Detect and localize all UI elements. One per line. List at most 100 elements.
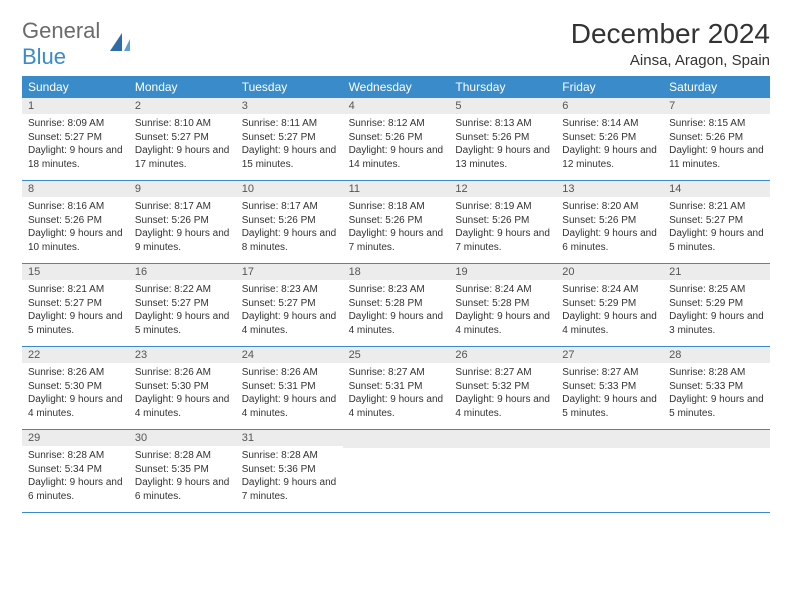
daylight-text: Daylight: 9 hours and 3 minutes. xyxy=(669,310,764,337)
day-header: Tuesday xyxy=(236,76,343,98)
day-cell: 26Sunrise: 8:27 AMSunset: 5:32 PMDayligh… xyxy=(449,347,556,429)
sunset-text: Sunset: 5:26 PM xyxy=(455,131,550,145)
day-number: 27 xyxy=(556,347,663,363)
daylight-text: Daylight: 9 hours and 6 minutes. xyxy=(28,476,123,503)
day-number: 12 xyxy=(449,181,556,197)
sunset-text: Sunset: 5:28 PM xyxy=(349,297,444,311)
day-header: Monday xyxy=(129,76,236,98)
daylight-text: Daylight: 9 hours and 5 minutes. xyxy=(135,310,230,337)
day-cell: 16Sunrise: 8:22 AMSunset: 5:27 PMDayligh… xyxy=(129,264,236,346)
day-body: Sunrise: 8:21 AMSunset: 5:27 PMDaylight:… xyxy=(663,197,770,260)
sunset-text: Sunset: 5:26 PM xyxy=(28,214,123,228)
day-body: Sunrise: 8:16 AMSunset: 5:26 PMDaylight:… xyxy=(22,197,129,260)
day-number: 7 xyxy=(663,98,770,114)
day-cell: 5Sunrise: 8:13 AMSunset: 5:26 PMDaylight… xyxy=(449,98,556,180)
sunset-text: Sunset: 5:29 PM xyxy=(562,297,657,311)
logo: General Blue xyxy=(22,18,134,70)
logo-text-blue: Blue xyxy=(22,44,66,69)
sunset-text: Sunset: 5:27 PM xyxy=(28,297,123,311)
daylight-text: Daylight: 9 hours and 4 minutes. xyxy=(455,310,550,337)
day-body: Sunrise: 8:24 AMSunset: 5:28 PMDaylight:… xyxy=(449,280,556,343)
daylight-text: Daylight: 9 hours and 4 minutes. xyxy=(562,310,657,337)
day-cell: 2Sunrise: 8:10 AMSunset: 5:27 PMDaylight… xyxy=(129,98,236,180)
sunrise-text: Sunrise: 8:16 AM xyxy=(28,200,123,214)
day-number: 11 xyxy=(343,181,450,197)
daylight-text: Daylight: 9 hours and 4 minutes. xyxy=(455,393,550,420)
empty-day-number xyxy=(556,430,663,448)
sunset-text: Sunset: 5:27 PM xyxy=(242,297,337,311)
day-cell: 21Sunrise: 8:25 AMSunset: 5:29 PMDayligh… xyxy=(663,264,770,346)
sunset-text: Sunset: 5:26 PM xyxy=(349,131,444,145)
daylight-text: Daylight: 9 hours and 4 minutes. xyxy=(242,310,337,337)
daylight-text: Daylight: 9 hours and 4 minutes. xyxy=(28,393,123,420)
day-header: Thursday xyxy=(449,76,556,98)
sunrise-text: Sunrise: 8:25 AM xyxy=(669,283,764,297)
day-cell: 28Sunrise: 8:28 AMSunset: 5:33 PMDayligh… xyxy=(663,347,770,429)
day-cell: 11Sunrise: 8:18 AMSunset: 5:26 PMDayligh… xyxy=(343,181,450,263)
sunrise-text: Sunrise: 8:26 AM xyxy=(135,366,230,380)
sunrise-text: Sunrise: 8:28 AM xyxy=(242,449,337,463)
day-number: 4 xyxy=(343,98,450,114)
day-number: 26 xyxy=(449,347,556,363)
week-row: 8Sunrise: 8:16 AMSunset: 5:26 PMDaylight… xyxy=(22,181,770,264)
day-cell: 6Sunrise: 8:14 AMSunset: 5:26 PMDaylight… xyxy=(556,98,663,180)
daylight-text: Daylight: 9 hours and 18 minutes. xyxy=(28,144,123,171)
day-body: Sunrise: 8:12 AMSunset: 5:26 PMDaylight:… xyxy=(343,114,450,177)
day-cell: 12Sunrise: 8:19 AMSunset: 5:26 PMDayligh… xyxy=(449,181,556,263)
day-cell: 29Sunrise: 8:28 AMSunset: 5:34 PMDayligh… xyxy=(22,430,129,512)
daylight-text: Daylight: 9 hours and 7 minutes. xyxy=(242,476,337,503)
day-number: 18 xyxy=(343,264,450,280)
day-body: Sunrise: 8:26 AMSunset: 5:30 PMDaylight:… xyxy=(129,363,236,426)
day-number: 19 xyxy=(449,264,556,280)
sunset-text: Sunset: 5:30 PM xyxy=(135,380,230,394)
daylight-text: Daylight: 9 hours and 6 minutes. xyxy=(562,227,657,254)
sunrise-text: Sunrise: 8:15 AM xyxy=(669,117,764,131)
sunset-text: Sunset: 5:29 PM xyxy=(669,297,764,311)
sunrise-text: Sunrise: 8:23 AM xyxy=(242,283,337,297)
daylight-text: Daylight: 9 hours and 8 minutes. xyxy=(242,227,337,254)
sunrise-text: Sunrise: 8:20 AM xyxy=(562,200,657,214)
day-cell: 13Sunrise: 8:20 AMSunset: 5:26 PMDayligh… xyxy=(556,181,663,263)
day-body: Sunrise: 8:14 AMSunset: 5:26 PMDaylight:… xyxy=(556,114,663,177)
sail-icon xyxy=(106,29,134,60)
day-body: Sunrise: 8:24 AMSunset: 5:29 PMDaylight:… xyxy=(556,280,663,343)
empty-day-number xyxy=(343,430,450,448)
day-header: Sunday xyxy=(22,76,129,98)
day-cell: 30Sunrise: 8:28 AMSunset: 5:35 PMDayligh… xyxy=(129,430,236,512)
day-body: Sunrise: 8:17 AMSunset: 5:26 PMDaylight:… xyxy=(129,197,236,260)
sunset-text: Sunset: 5:32 PM xyxy=(455,380,550,394)
day-body: Sunrise: 8:25 AMSunset: 5:29 PMDaylight:… xyxy=(663,280,770,343)
sunrise-text: Sunrise: 8:12 AM xyxy=(349,117,444,131)
sunset-text: Sunset: 5:26 PM xyxy=(669,131,764,145)
day-number: 30 xyxy=(129,430,236,446)
sunrise-text: Sunrise: 8:14 AM xyxy=(562,117,657,131)
sunrise-text: Sunrise: 8:18 AM xyxy=(349,200,444,214)
day-body: Sunrise: 8:13 AMSunset: 5:26 PMDaylight:… xyxy=(449,114,556,177)
sunrise-text: Sunrise: 8:24 AM xyxy=(562,283,657,297)
daylight-text: Daylight: 9 hours and 13 minutes. xyxy=(455,144,550,171)
daylight-text: Daylight: 9 hours and 4 minutes. xyxy=(135,393,230,420)
day-body: Sunrise: 8:22 AMSunset: 5:27 PMDaylight:… xyxy=(129,280,236,343)
sunrise-text: Sunrise: 8:11 AM xyxy=(242,117,337,131)
sunrise-text: Sunrise: 8:13 AM xyxy=(455,117,550,131)
day-number: 6 xyxy=(556,98,663,114)
day-body: Sunrise: 8:10 AMSunset: 5:27 PMDaylight:… xyxy=(129,114,236,177)
daylight-text: Daylight: 9 hours and 14 minutes. xyxy=(349,144,444,171)
sunrise-text: Sunrise: 8:26 AM xyxy=(28,366,123,380)
logo-text-general: General xyxy=(22,18,100,43)
day-number: 23 xyxy=(129,347,236,363)
day-body: Sunrise: 8:18 AMSunset: 5:26 PMDaylight:… xyxy=(343,197,450,260)
day-number: 9 xyxy=(129,181,236,197)
day-number: 2 xyxy=(129,98,236,114)
daylight-text: Daylight: 9 hours and 4 minutes. xyxy=(242,393,337,420)
day-body: Sunrise: 8:19 AMSunset: 5:26 PMDaylight:… xyxy=(449,197,556,260)
day-number: 21 xyxy=(663,264,770,280)
day-cell xyxy=(343,430,450,512)
day-cell: 1Sunrise: 8:09 AMSunset: 5:27 PMDaylight… xyxy=(22,98,129,180)
day-body: Sunrise: 8:20 AMSunset: 5:26 PMDaylight:… xyxy=(556,197,663,260)
day-body: Sunrise: 8:15 AMSunset: 5:26 PMDaylight:… xyxy=(663,114,770,177)
daylight-text: Daylight: 9 hours and 5 minutes. xyxy=(669,393,764,420)
day-body: Sunrise: 8:17 AMSunset: 5:26 PMDaylight:… xyxy=(236,197,343,260)
day-cell: 3Sunrise: 8:11 AMSunset: 5:27 PMDaylight… xyxy=(236,98,343,180)
day-cell: 8Sunrise: 8:16 AMSunset: 5:26 PMDaylight… xyxy=(22,181,129,263)
